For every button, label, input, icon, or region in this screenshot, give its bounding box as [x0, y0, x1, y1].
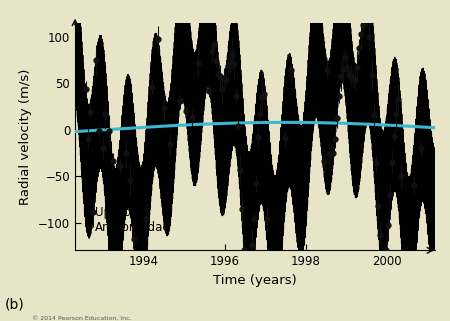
Y-axis label: Radial velocity (m/s): Radial velocity (m/s) [19, 69, 32, 205]
Text: (b): (b) [4, 297, 24, 311]
Text: © 2014 Pearson Education, Inc.: © 2014 Pearson Education, Inc. [32, 316, 131, 320]
Text: Upsilon
Andromedae: Upsilon Andromedae [95, 206, 171, 234]
X-axis label: Time (years): Time (years) [213, 274, 297, 287]
